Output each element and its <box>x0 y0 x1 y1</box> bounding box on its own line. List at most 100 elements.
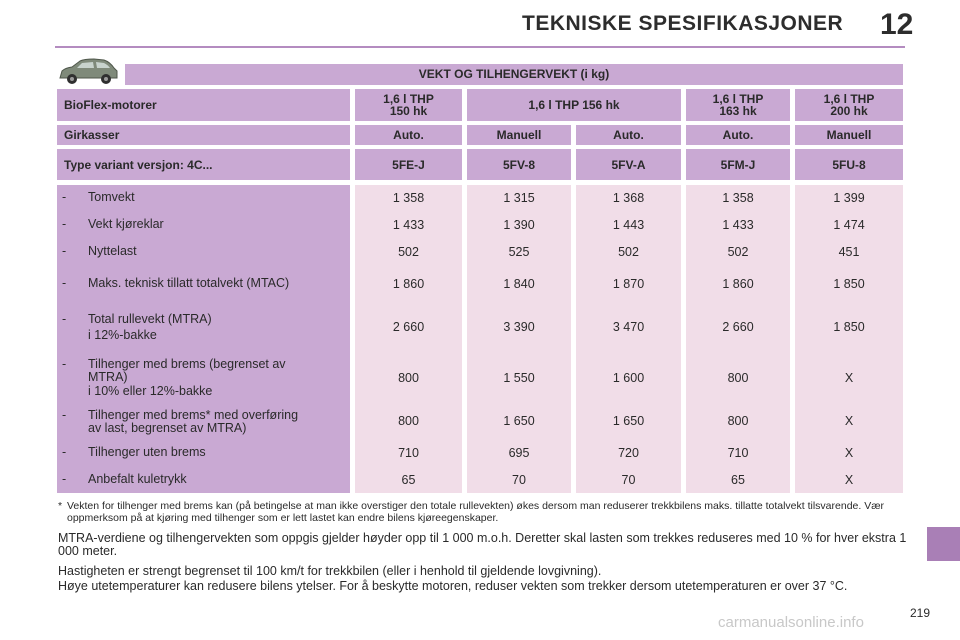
table-cell: 800 <box>727 371 749 385</box>
table-cell: 1 433 <box>722 218 754 232</box>
row-label-text: Vekt kjøreklar <box>88 217 164 231</box>
value-column-bg <box>467 185 571 493</box>
footnote-star: * <box>58 500 63 512</box>
footnote-text: Vekten for tilhenger med brems kan (på b… <box>67 500 885 524</box>
table-cell: 1 860 <box>722 277 754 291</box>
label-column-bg <box>57 185 350 493</box>
row-dash: - <box>62 217 67 231</box>
table-cell: 525 <box>508 245 530 259</box>
table-cell: 502 <box>398 245 419 259</box>
row-dash: - <box>62 357 67 371</box>
row-label-text: Tilhenger uten brems <box>88 445 206 459</box>
page-number: 219 <box>910 606 931 620</box>
row-dash: - <box>62 244 67 258</box>
row-dash: - <box>62 445 67 459</box>
row-label-text: Tomvekt <box>88 190 135 204</box>
value-column-bg <box>576 185 681 493</box>
engine-header-1: 1,6 l THP 150 hk <box>355 89 462 121</box>
engine-header-4-line1: 1,6 l THP <box>823 92 875 106</box>
variant-cell: 5FV-8 <box>467 149 571 180</box>
table-cell: 3 470 <box>612 320 645 334</box>
gearbox-row-label: Girkasser <box>57 125 350 145</box>
table-cell: X <box>844 473 854 487</box>
row-label-text-2: MTRA) <box>88 370 128 384</box>
engine-header-1-line2: 150 hk <box>389 104 428 118</box>
table-cell: 502 <box>618 245 639 259</box>
variant-cell: 5FU-8 <box>795 149 903 180</box>
table-cell: 1 850 <box>833 320 865 334</box>
table-cell: 3 390 <box>503 320 535 334</box>
chapter-side-tab <box>927 527 960 561</box>
header-divider <box>55 46 905 48</box>
engine-header-4: 1,6 l THP 200 hk <box>795 89 903 121</box>
table-cell: 70 <box>621 473 636 487</box>
row-label-text: Total rullevekt (MTRA) <box>88 312 212 326</box>
table-cell: 2 660 <box>392 320 425 334</box>
gearbox-cell: Manuell <box>467 125 571 145</box>
engine-header-3: 1,6 l THP 163 hk <box>686 89 790 121</box>
table-cell: 720 <box>618 446 639 460</box>
table-cell: 1 474 <box>833 218 865 232</box>
table-cell: 1 870 <box>612 277 645 291</box>
variant-cell: 5FM-J <box>686 149 790 180</box>
row-label-text: Tilhenger med brems* med overføring <box>88 408 299 422</box>
row-label-text-2: av last, begrenset av MTRA) <box>88 421 247 435</box>
paragraph-temperature: Høye utetemperaturer kan redusere bilens… <box>58 579 848 593</box>
table-cell: 1 358 <box>392 191 425 205</box>
row-label-text: Tilhenger med brems (begrenset av <box>88 357 286 371</box>
variant-cell: 5FV-A <box>576 149 681 180</box>
table-cell: X <box>844 414 854 428</box>
value-column-bg <box>355 185 462 493</box>
table-cell: 710 <box>398 446 419 460</box>
table-cell: 1 368 <box>612 191 645 205</box>
table-cell: 710 <box>727 446 749 460</box>
paragraph-speed: Hastigheten er strengt begrenset til 100… <box>58 564 602 578</box>
table-cell: 65 <box>401 473 416 487</box>
table-cell: 1 550 <box>503 371 535 385</box>
gearbox-cell: Auto. <box>576 125 681 145</box>
engine-header-2-line1: 1,6 l THP 156 hk <box>528 98 620 112</box>
value-column-bg <box>686 185 790 493</box>
engine-header-3-line1: 1,6 l THP <box>712 92 764 106</box>
row-label-text: Maks. teknisk tillatt totalvekt (MTAC) <box>88 276 290 290</box>
paragraph-altitude: MTRA-verdiene og tilhengervekten som opp… <box>58 531 907 558</box>
table-cell: 1 600 <box>612 371 645 385</box>
watermark: carmanualsonline.info <box>718 614 864 631</box>
table-cell: 1 433 <box>392 218 425 232</box>
table-cell: 1 443 <box>612 218 645 232</box>
engine-header-3-line2: 163 hk <box>719 104 757 118</box>
row-dash: - <box>62 472 67 486</box>
table-cell: 502 <box>727 245 749 259</box>
table-cell: 2 660 <box>722 320 754 334</box>
table-cell: 1 840 <box>503 277 535 291</box>
table-cell: 65 <box>731 473 745 487</box>
value-column-bg <box>795 185 903 493</box>
engine-header-1-line1: 1,6 l THP <box>383 92 434 106</box>
gearbox-cell: Manuell <box>795 125 903 145</box>
gearbox-cell: Auto. <box>686 125 790 145</box>
table-cell: 800 <box>727 414 749 428</box>
variant-cell: 5FE-J <box>355 149 462 180</box>
variant-row-label: Type variant versjon: 4C... <box>57 149 350 180</box>
chapter-number: 12 <box>880 8 914 41</box>
car-icon <box>59 58 118 84</box>
table-cell: X <box>844 371 854 385</box>
table-cell: 1 650 <box>503 414 535 428</box>
table-title: VEKT OG TILHENGERVEKT (i kg) <box>125 64 903 85</box>
table-cell: 800 <box>398 414 419 428</box>
table-cell: 1 850 <box>833 277 865 291</box>
row-label-text-3: i 10% eller 12%-bakke <box>88 384 213 398</box>
table-cell: 70 <box>512 473 526 487</box>
row-label-text: Nyttelast <box>88 244 137 258</box>
engine-header-4-line2: 200 hk <box>830 104 868 118</box>
table-cell: 1 390 <box>503 218 535 232</box>
engine-header-2: 1,6 l THP 156 hk <box>467 89 681 121</box>
row-label-text: Anbefalt kuletrykk <box>88 472 187 486</box>
row-dash: - <box>62 276 67 290</box>
table-cell: 1 315 <box>503 191 535 205</box>
table-cell: 451 <box>838 245 860 259</box>
table-cell: X <box>844 446 854 460</box>
table-cell: 1 399 <box>833 191 865 205</box>
page-title: TEKNISKE SPESIFIKASJONER <box>522 12 844 35</box>
table-cell: 695 <box>508 446 530 460</box>
